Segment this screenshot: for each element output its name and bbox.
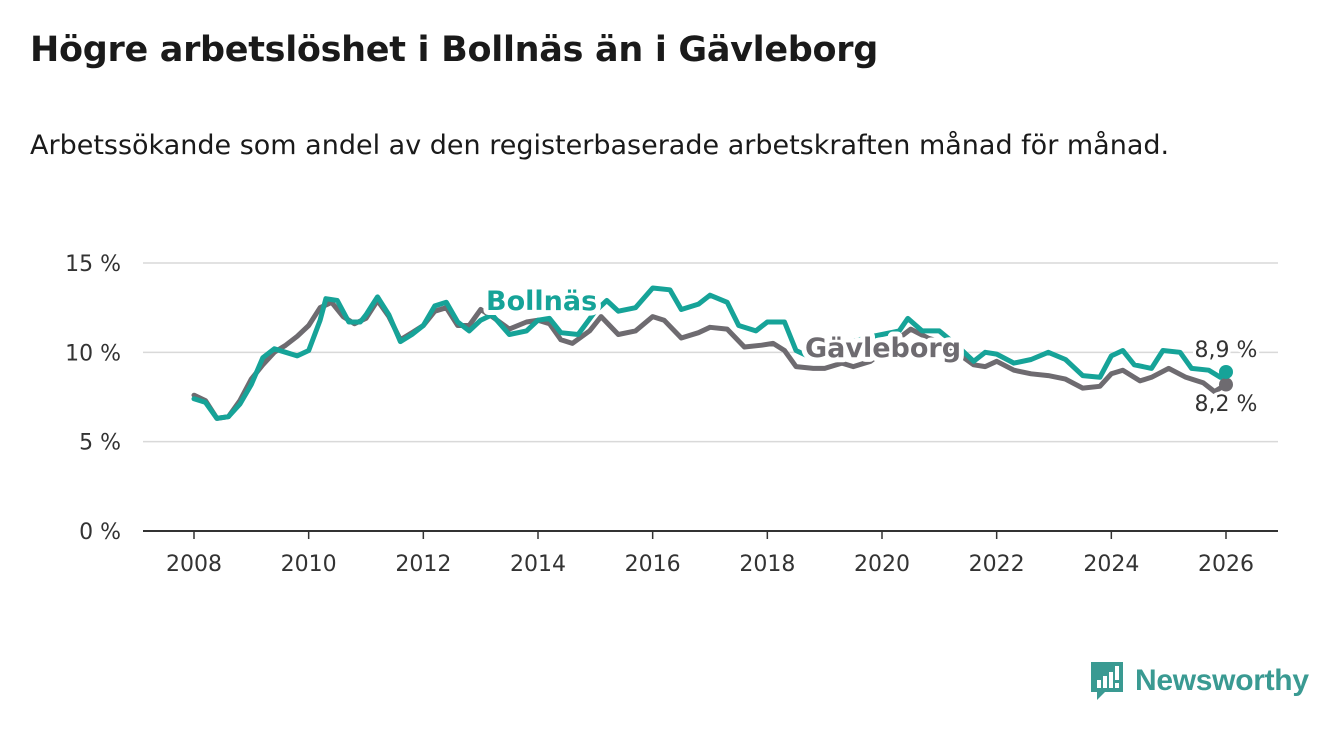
y-tick-label: 15 % bbox=[65, 252, 121, 277]
end-point-bollnas bbox=[1219, 364, 1233, 379]
newsworthy-logo: Newsworthy bbox=[1089, 660, 1309, 702]
series-line-bollnas bbox=[191, 285, 1229, 421]
bar-chart-icon bbox=[1091, 662, 1123, 700]
end-label-bollnas: 8,9 % bbox=[1195, 338, 1258, 363]
end-point-gavleborg bbox=[1219, 377, 1233, 392]
chart-title: Högre arbetslöshet i Bollnäs än i Gävleb… bbox=[30, 30, 879, 70]
x-tick-label: 2012 bbox=[395, 552, 451, 577]
chart-subtitle: Arbetssökande som andel av den registerb… bbox=[30, 130, 1170, 161]
x-tick-label: 2016 bbox=[625, 552, 681, 577]
x-tick-label: 2026 bbox=[1198, 552, 1254, 577]
x-tick-label: 2020 bbox=[854, 552, 910, 577]
x-tick-label: 2008 bbox=[166, 552, 222, 577]
y-tick-label: 0 % bbox=[79, 520, 121, 545]
series-label-bollnas: Bollnäs bbox=[486, 286, 597, 317]
y-tick-label: 10 % bbox=[65, 341, 121, 366]
x-tick-label: 2014 bbox=[510, 552, 566, 577]
end-label-gavleborg: 8,2 % bbox=[1195, 392, 1258, 417]
x-tick-label: 2024 bbox=[1083, 552, 1139, 577]
x-tick-label: 2018 bbox=[739, 552, 795, 577]
x-tick-label: 2022 bbox=[969, 552, 1025, 577]
series-line-gavleborg bbox=[191, 298, 1229, 421]
series-label-gavleborg: Gävleborg bbox=[805, 333, 961, 364]
y-tick-label: 5 % bbox=[79, 431, 121, 456]
logo-text: Newsworthy bbox=[1135, 664, 1309, 697]
x-tick-label: 2010 bbox=[281, 552, 337, 577]
